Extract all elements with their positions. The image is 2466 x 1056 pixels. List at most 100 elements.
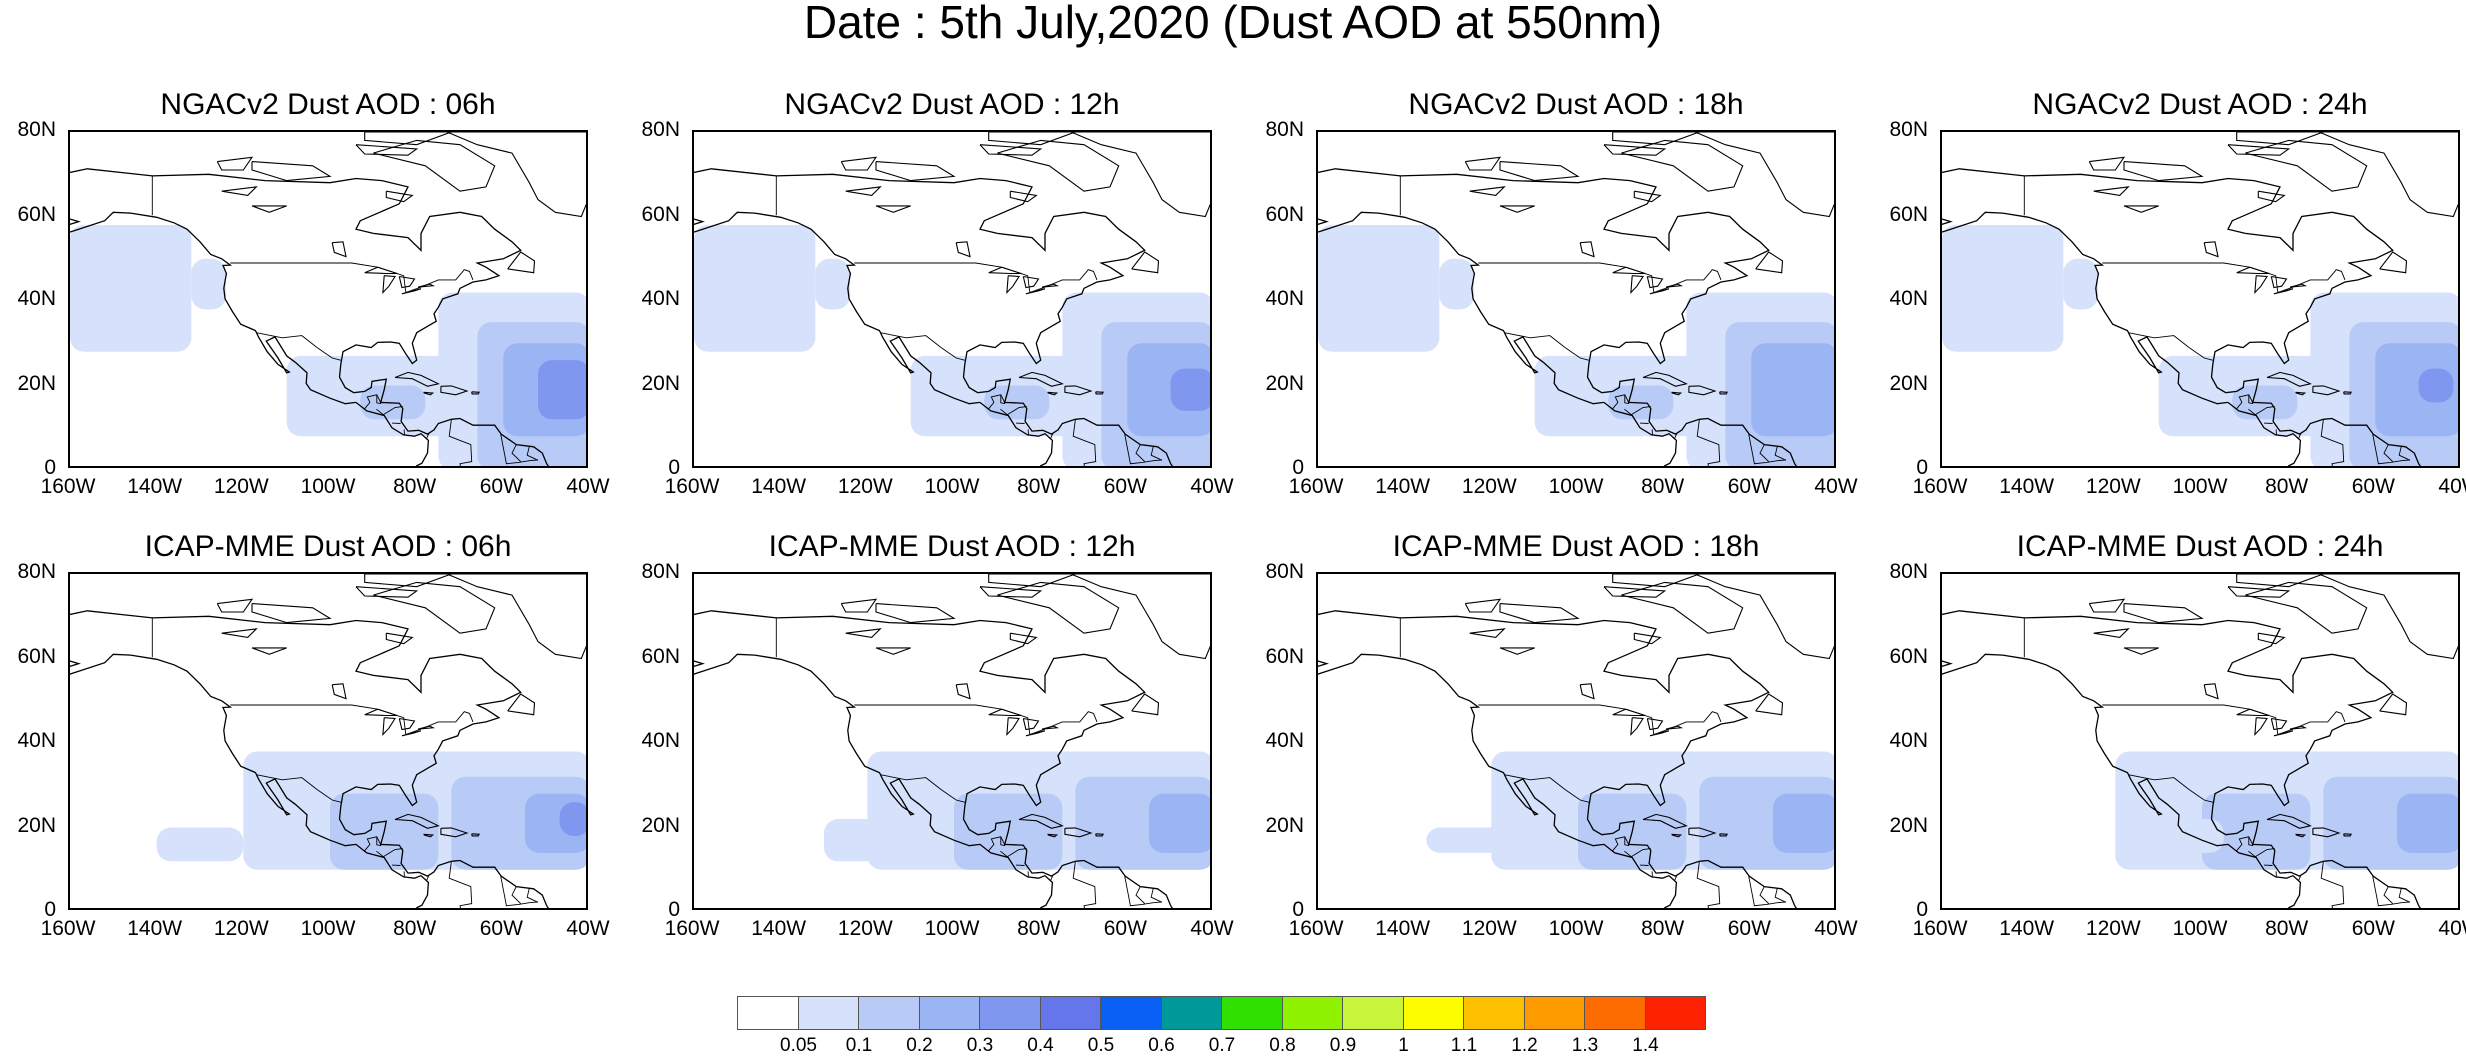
colorbar-swatch xyxy=(1644,996,1706,1030)
longitude-tick-label: 40W xyxy=(566,475,610,498)
country-border xyxy=(500,876,539,907)
latitude-tick-label: 60N xyxy=(641,644,680,668)
coastline xyxy=(955,683,971,700)
coastline xyxy=(382,275,396,294)
country-border xyxy=(2128,332,2215,362)
coastline xyxy=(988,574,1076,588)
longitude-tick-label: 120W xyxy=(213,917,269,940)
colorbar-label: 1 xyxy=(1398,1035,1409,1056)
country-border xyxy=(425,433,430,440)
coastline xyxy=(440,385,469,396)
latitude-tick-label: 0 xyxy=(1292,898,1304,921)
country-border xyxy=(1000,394,1006,405)
country-border xyxy=(448,862,473,908)
coastline xyxy=(1469,628,1506,638)
latitude-tick-label: 0 xyxy=(668,456,680,479)
coastline xyxy=(875,647,911,655)
map-panel: NGACv2 Dust AOD : 18h 80N 60N 40N 20N 0 160W 14… xyxy=(1248,88,1868,528)
longitude-tick-label: 60W xyxy=(1103,475,1147,498)
coastline xyxy=(446,574,586,660)
coastline xyxy=(2123,161,2204,182)
dust-aod-field xyxy=(1773,793,1834,853)
longitude-tick-label: 140W xyxy=(751,917,807,940)
coastline xyxy=(1671,833,1683,838)
coastline xyxy=(1612,132,1700,146)
longitude-tick-label: 140W xyxy=(751,475,807,498)
panel-title: NGACv2 Dust AOD : 18h xyxy=(1408,88,1744,121)
country-border xyxy=(2372,876,2411,907)
coastline xyxy=(1025,730,1046,737)
map-plot-area xyxy=(68,130,588,468)
longitude-tick-label: 120W xyxy=(2085,475,2141,498)
longitude-tick-label: 140W xyxy=(1375,917,1431,940)
longitude-tick-label: 120W xyxy=(837,917,893,940)
coastline xyxy=(2273,730,2294,737)
coastline xyxy=(979,144,1043,156)
longitude-tick-label: 120W xyxy=(213,475,269,498)
longitude-tick-label: 80W xyxy=(1017,917,1061,940)
dust-aod-field xyxy=(1170,368,1210,411)
latitude-tick-label: 80N xyxy=(1889,118,1928,141)
coastline xyxy=(2123,603,2204,624)
coastline xyxy=(331,683,347,700)
longitude-tick-label: 120W xyxy=(1461,917,1517,940)
colorbar-label: 1.2 xyxy=(1511,1035,1538,1056)
country-border xyxy=(1072,862,1097,908)
coastline xyxy=(1942,610,2422,908)
coastline xyxy=(1688,827,1717,838)
coastline xyxy=(694,610,1174,908)
coastline xyxy=(1318,168,1798,466)
colorbar-swatch xyxy=(979,996,1041,1030)
map-plot-area xyxy=(1316,572,1836,910)
coastline xyxy=(1579,683,1595,700)
map-plot-area xyxy=(1316,130,1836,468)
latitude-tick-label: 40N xyxy=(1265,287,1304,310)
dust-aod-field xyxy=(2397,793,2458,853)
country-border xyxy=(376,394,382,405)
country-border xyxy=(1748,876,1787,907)
map-plot-area xyxy=(692,572,1212,910)
coastline xyxy=(2227,144,2291,156)
coastline xyxy=(440,827,469,838)
latitude-tick-label: 40N xyxy=(17,729,56,752)
coastline xyxy=(997,581,1120,634)
dust-aod-map xyxy=(1318,574,1834,908)
coastline xyxy=(1464,598,1502,613)
coastline xyxy=(2318,132,2458,218)
country-border xyxy=(2320,862,2345,908)
coastline xyxy=(251,205,287,213)
coastline xyxy=(1095,391,1105,395)
coastline xyxy=(979,586,1043,598)
map-panel: ICAP-MME Dust AOD : 18h 80N 60N 40N 20N 0 160W… xyxy=(1248,530,1868,970)
colorbar-label: 0.7 xyxy=(1208,1035,1236,1056)
country-border xyxy=(1612,394,1630,409)
coastline xyxy=(1671,391,1683,396)
longitude-tick-label: 160W xyxy=(664,917,720,940)
country-border xyxy=(256,332,343,362)
country-border xyxy=(2236,836,2254,851)
country-border xyxy=(1135,444,1146,462)
panel-title: ICAP-MME Dust AOD : 24h xyxy=(2016,530,2384,563)
coastline xyxy=(2379,693,2408,716)
longitude-tick-label: 160W xyxy=(664,475,720,498)
longitude-tick-label: 60W xyxy=(1727,917,1771,940)
colorbar-swatch xyxy=(1039,996,1101,1030)
latitude-tick-label: 40N xyxy=(641,729,680,752)
dust-aod-field xyxy=(1751,343,1834,437)
coastline xyxy=(1579,241,1595,258)
coastline xyxy=(845,628,882,638)
coastline xyxy=(1630,717,1644,736)
coastline xyxy=(2273,288,2294,295)
colorbar-label: 0.05 xyxy=(780,1035,817,1056)
country-border xyxy=(256,774,343,804)
coastline xyxy=(2245,581,2368,634)
coastline xyxy=(1009,632,1038,645)
coastline xyxy=(364,132,452,146)
colorbar-swatch xyxy=(1463,996,1525,1030)
longitude-tick-label: 160W xyxy=(40,917,96,940)
dust-aod-field xyxy=(1513,802,1578,849)
longitude-tick-label: 40W xyxy=(1814,917,1858,940)
coastline xyxy=(394,813,440,829)
country-border xyxy=(1624,394,1630,405)
longitude-tick-label: 80W xyxy=(1641,917,1685,940)
